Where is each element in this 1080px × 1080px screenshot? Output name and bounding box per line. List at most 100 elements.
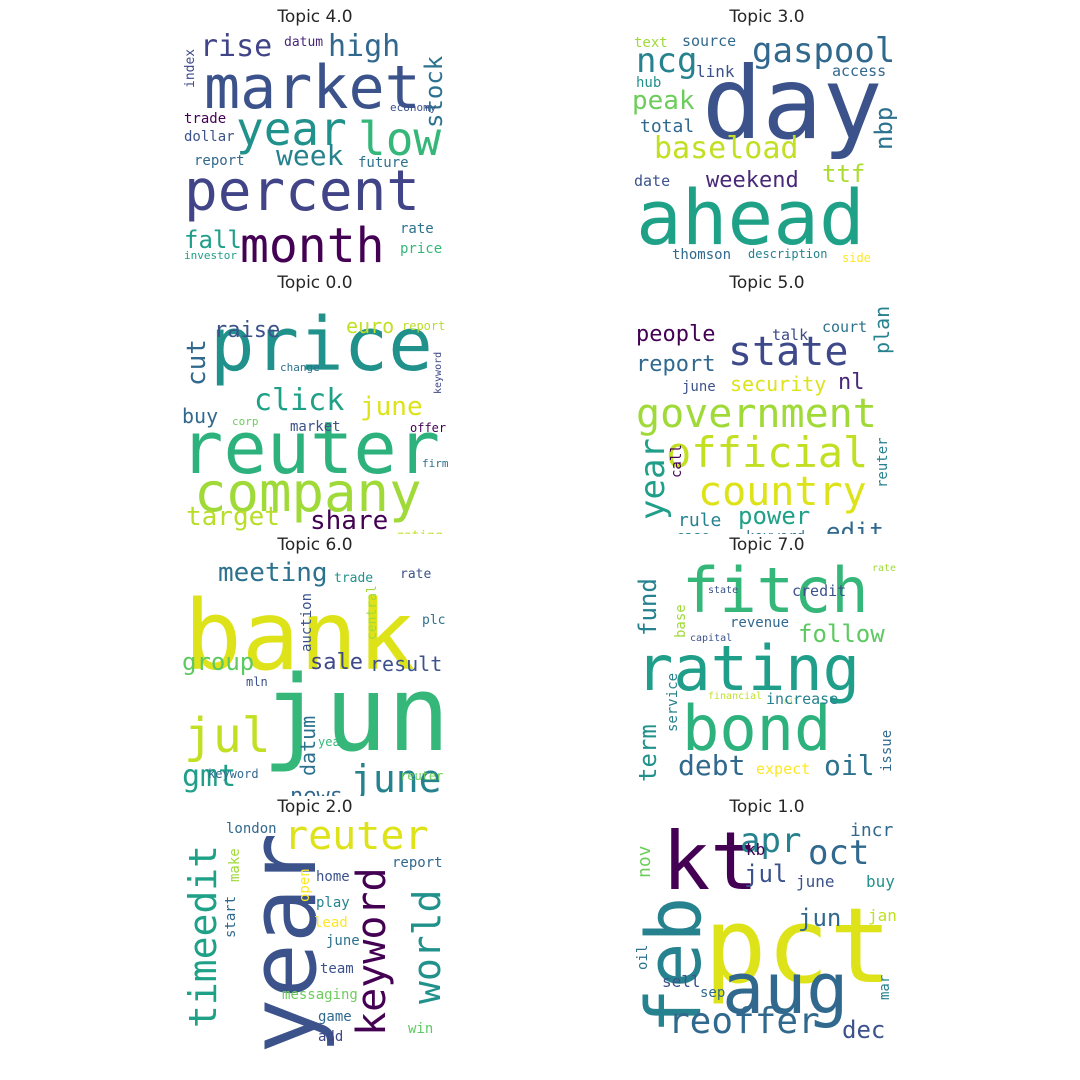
wordcloud-panel: Topic 2.0 year reuter keyword world timeedit… — [180, 796, 450, 1058]
cloud-word: home — [316, 869, 350, 885]
cloud-word: issue — [879, 729, 895, 772]
cloud-word: price — [210, 302, 433, 388]
cloud-word: report — [402, 319, 446, 333]
cloud-word: reuter — [400, 769, 444, 783]
cloud-word: start — [223, 895, 239, 938]
panel-title: Topic 3.0 — [729, 7, 805, 27]
cloud-word: base — [673, 604, 689, 638]
cloud-word: make — [227, 848, 243, 882]
cloud-word: rate — [400, 221, 434, 237]
cloud-word: pct — [704, 885, 892, 1007]
cloud-word: change — [280, 361, 320, 374]
cloud-word: court — [822, 318, 868, 336]
cloud-word: incr — [850, 822, 894, 841]
cloud-word: investor — [184, 249, 237, 262]
cloud-word: ttf — [822, 160, 866, 188]
cloud-word: official — [666, 428, 869, 477]
wordcloud-panel: Topic 5.0 government official country state… — [632, 272, 902, 534]
word-cloud: reuter price company click june target share cu… — [180, 298, 450, 534]
cloud-word: add — [318, 1029, 344, 1045]
cloud-word: jul — [744, 860, 788, 888]
cloud-word: nov — [634, 845, 655, 878]
cloud-word: raise — [214, 318, 281, 343]
word-cloud: rating fitch bond debt oil follow fund term cred… — [632, 560, 902, 796]
cloud-word: rise — [200, 32, 273, 64]
cloud-word: rating — [636, 632, 860, 705]
cloud-word: messaging — [282, 987, 358, 1003]
cloud-word: power — [738, 502, 811, 530]
cloud-word: win — [408, 1021, 434, 1037]
word-cloud: pct kt aug feb reoffer apr oct jul jun dec nov incr… — [632, 822, 902, 1058]
cloud-word: debt — [678, 749, 746, 782]
panel-title: Topic 2.0 — [277, 797, 353, 817]
cloud-word: world — [405, 889, 449, 1004]
panel-title: Topic 0.0 — [277, 273, 353, 293]
cloud-word: central — [365, 585, 380, 640]
cloud-word: people — [636, 322, 716, 347]
cloud-word: june — [360, 392, 423, 422]
cloud-word: rate — [400, 567, 432, 582]
word-cloud: government official country state year people… — [632, 298, 902, 534]
cloud-word: increase — [766, 690, 839, 708]
cloud-word: keyword — [433, 351, 444, 394]
cloud-word: ahead — [636, 173, 865, 262]
cloud-word: economy — [390, 101, 437, 114]
cloud-word: day — [702, 45, 883, 162]
wordcloud-panel: Topic 1.0 pct kt aug feb reoffer apr oct jul jun… — [632, 796, 902, 1058]
cloud-word: side — [842, 251, 871, 265]
cloud-word: peak — [632, 86, 695, 116]
cloud-word: click — [254, 383, 345, 418]
cloud-word: datum — [284, 35, 324, 50]
wordcloud-panel: Topic 7.0 rating fitch bond debt oil follow fu… — [632, 534, 902, 796]
cloud-word: term — [634, 724, 662, 782]
cloud-word: call — [669, 444, 685, 478]
cloud-word: low — [358, 112, 442, 166]
cloud-word: government — [636, 391, 877, 437]
panel-title: Topic 7.0 — [729, 535, 805, 555]
cloud-word: rate — [872, 563, 897, 574]
wordcloud-panel: Topic 6.0 bank jun jul june meeting group gmt s… — [180, 534, 450, 796]
cloud-word: buy — [866, 872, 895, 891]
cloud-word: trade — [184, 111, 227, 127]
cloud-word: mar — [877, 974, 893, 1000]
cloud-word: mln — [246, 675, 268, 689]
cloud-word: fall — [184, 226, 242, 254]
cloud-word: total — [640, 116, 695, 137]
cloud-word: euro — [346, 314, 395, 338]
cloud-word: open — [297, 868, 313, 902]
cloud-word: kt — [662, 822, 759, 908]
panel-title: Topic 4.0 — [277, 7, 353, 27]
cloud-word: datum — [296, 715, 320, 776]
cloud-word: news — [290, 786, 343, 797]
cloud-word: source — [682, 32, 737, 50]
cloud-word: stock — [420, 55, 448, 128]
cloud-word: gmt — [182, 759, 237, 794]
cloud-word: year — [236, 102, 347, 156]
cloud-word: offer — [410, 421, 447, 435]
cloud-word: auction — [299, 592, 315, 652]
cloud-word: jun — [262, 653, 450, 775]
cloud-word: jun — [798, 904, 842, 932]
cloud-word: timeedit — [181, 844, 225, 1028]
cloud-word: service — [665, 672, 681, 732]
cloud-word: june — [682, 379, 716, 395]
cloud-word: country — [698, 469, 867, 515]
wordcloud-panel: Topic 3.0 day ahead gaspool ncg baseload peak… — [632, 6, 902, 268]
cloud-word: expect — [756, 760, 811, 778]
cloud-word: meeting — [218, 560, 328, 588]
cloud-word: week — [276, 139, 344, 172]
cloud-word: rating — [396, 530, 443, 534]
cloud-word: oct — [808, 833, 870, 873]
cloud-word: oil — [824, 749, 875, 782]
cloud-word: state — [708, 585, 739, 596]
cloud-word: play — [316, 895, 350, 911]
cloud-word: fitch — [682, 560, 869, 627]
panel-title: Topic 6.0 — [277, 535, 353, 555]
cloud-word: corp — [232, 415, 259, 428]
cloud-word: sep — [700, 985, 726, 1001]
cloud-word: price — [400, 241, 443, 257]
cloud-word: link — [696, 62, 735, 81]
cloud-word: gaspool — [752, 32, 896, 71]
word-cloud: market percent month year low rise high week sto… — [180, 32, 450, 268]
cloud-word: index — [183, 48, 198, 88]
